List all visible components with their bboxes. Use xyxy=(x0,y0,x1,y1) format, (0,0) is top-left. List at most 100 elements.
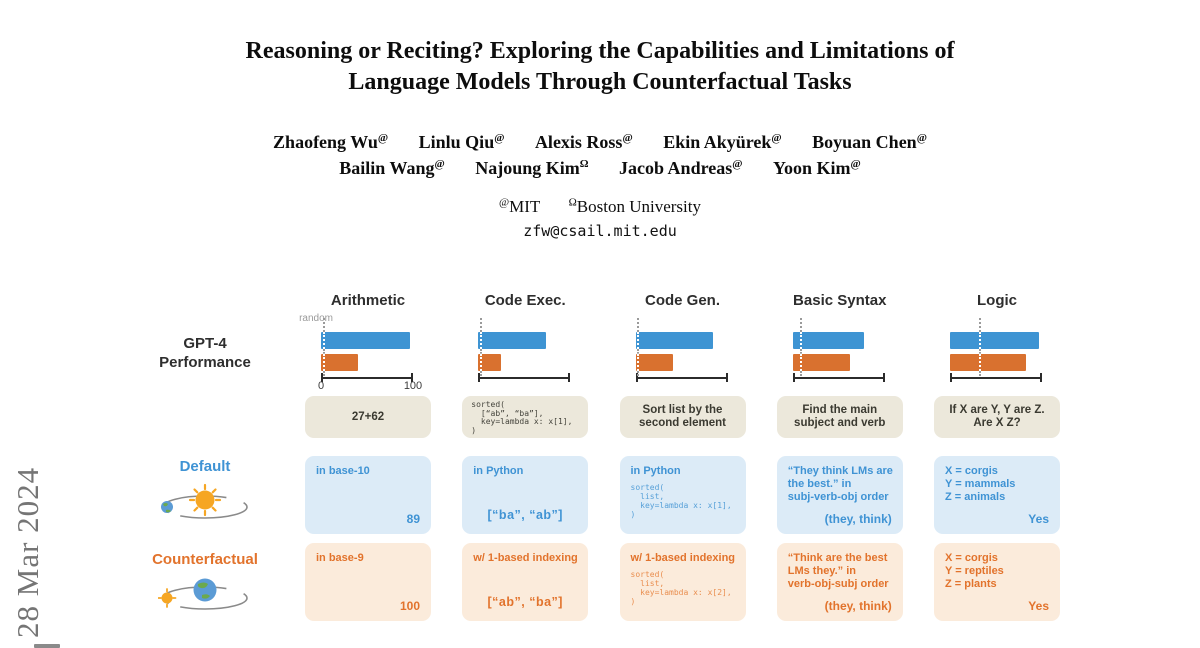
default-condition-label: in Python xyxy=(630,465,681,477)
author: Yoon Kim@ xyxy=(772,158,861,178)
counterfactual-answer: 100 xyxy=(399,599,420,613)
performance-bar-chart: random 0 100 xyxy=(635,316,728,386)
affiliation-marker: @ xyxy=(771,132,782,144)
axis-tick-max xyxy=(411,373,413,382)
axis-tick-min xyxy=(950,373,952,382)
axis-min-label: 0 xyxy=(317,380,325,392)
counterfactual-example-box: “Think are the best LMs they.” in verb-o… xyxy=(776,543,903,621)
counterfactual-condition-label: in base-9 xyxy=(316,552,364,564)
random-baseline-line xyxy=(637,318,640,374)
author: Linlu Qiu@ xyxy=(418,132,505,152)
counterfactual-condition-label: X = corgis Y = reptiles Z = plants xyxy=(945,552,1004,590)
task-prompt-box: Find the main subject and verb xyxy=(776,396,903,438)
author: Jacob Andreas@ xyxy=(619,158,743,178)
default-bar xyxy=(792,332,864,349)
counterfactual-bar xyxy=(792,354,850,371)
geocentric-orbit-icon xyxy=(158,578,248,610)
random-baseline-line xyxy=(979,318,982,374)
performance-bar-chart: random 0 100 xyxy=(478,316,571,386)
default-example-box: X = corgis Y = mammals Z = animals Yes xyxy=(934,456,1060,534)
author-list-line1: Zhaofeng Wu@ Linlu Qiu@ Alexis Ross@ Eki… xyxy=(0,132,1200,153)
author: Zhaofeng Wu@ xyxy=(273,132,389,152)
counterfactual-bar xyxy=(950,354,1027,371)
paper-title-line1: Reasoning or Reciting? Exploring the Cap… xyxy=(245,38,955,64)
task-column-header: Basic Syntax xyxy=(793,292,887,309)
axis-tick-max xyxy=(1040,373,1042,382)
default-condition-label: “They think LMs are the best.” in subj-v… xyxy=(787,465,893,503)
author: Alexis Ross@ xyxy=(534,132,633,152)
random-baseline-line xyxy=(480,318,483,374)
axis-max-label: 100 xyxy=(403,380,423,392)
task-column: Arithmetic random 0 100 27+62 in base-10 xyxy=(299,292,431,628)
author: Boyuan Chen@ xyxy=(812,132,927,152)
contact-email: zfw@csail.mit.edu xyxy=(523,222,677,240)
default-bar xyxy=(478,332,547,349)
default-bar xyxy=(635,332,713,349)
axis-tick-min xyxy=(792,373,795,382)
paper-title-line2: Language Models Through Counterfactual T… xyxy=(348,69,852,95)
task-column-header: Code Exec. xyxy=(484,292,566,309)
task-column: Basic Syntax random 0 100 Find the main … xyxy=(776,292,903,628)
counterfactual-condition-label: w/ 1-based indexing xyxy=(630,552,736,564)
axis-tick-min xyxy=(321,373,323,382)
counterfactual-bar xyxy=(321,354,358,371)
counterfactual-condition-label: w/ 1-based indexing xyxy=(473,552,578,564)
affiliation-mit: @MIT xyxy=(499,196,541,216)
default-condition-label: in Python xyxy=(473,465,524,477)
counterfactual-answer: (they, think) xyxy=(824,599,892,613)
affiliation-marker: @ xyxy=(916,132,927,144)
affiliation-marker: @ xyxy=(434,158,445,170)
task-prompt-box: Sort list by the second element xyxy=(619,396,746,438)
task-column-header: Arithmetic xyxy=(330,292,406,309)
affiliation-marker: @ xyxy=(732,158,743,170)
counterfactual-code: sorted( list, key=lambda x: x[2], ) xyxy=(630,570,732,606)
x-axis xyxy=(635,377,728,379)
counterfactual-row-label: Counterfactual xyxy=(152,551,258,568)
default-answer: 89 xyxy=(406,512,420,526)
affiliations: @MIT ΩBoston University xyxy=(0,196,1200,217)
x-axis xyxy=(792,377,885,379)
heliocentric-orbit-icon xyxy=(161,483,248,519)
x-axis xyxy=(321,377,413,379)
task-column-header: Code Gen. xyxy=(644,292,720,309)
random-label: random xyxy=(299,313,333,324)
affiliation-bu: ΩBoston University xyxy=(568,196,701,216)
task-column-header: Logic xyxy=(977,292,1017,309)
axis-tick-max xyxy=(882,373,885,382)
default-example-box: in Python [“ba”, “ab”] xyxy=(462,456,589,534)
x-axis xyxy=(950,377,1042,379)
counterfactual-bar xyxy=(478,354,502,371)
task-prompt-box: sorted( [“ab”, “ba”], key=lambda x: x[1]… xyxy=(462,396,589,438)
task-prompt-text: 27+62 xyxy=(351,410,385,423)
default-condition-label: X = corgis Y = mammals Z = animals xyxy=(945,465,1016,503)
task-column: Code Exec. random 0 100 sorted( [“ab”, “… xyxy=(462,292,589,628)
task-prompt-text: If X are Y, Y are Z. Are X Z? xyxy=(949,404,1045,429)
task-prompt-box: 27+62 xyxy=(305,396,431,438)
default-answer: Yes xyxy=(1028,512,1049,526)
default-center-answer: [“ba”, “ab”] xyxy=(487,508,563,522)
task-prompt-text: Sort list by the second element xyxy=(639,404,726,429)
counterfactual-bar xyxy=(635,354,674,371)
cropped-text-fragment xyxy=(34,644,60,648)
default-example-box: “They think LMs are the best.” in subj-v… xyxy=(776,456,903,534)
task-prompt-text: Find the main subject and verb xyxy=(794,404,886,429)
gpt4-performance-label: GPT-4 Performance xyxy=(159,335,251,371)
axis-tick-min xyxy=(635,373,638,382)
affiliation-marker: @ xyxy=(377,132,389,144)
arxiv-date-watermark: 28 Mar 2024 xyxy=(10,466,45,638)
random-baseline-line xyxy=(800,318,803,374)
default-bar xyxy=(950,332,1040,349)
affiliation-marker: @ xyxy=(622,132,633,144)
task-prompt-box: If X are Y, Y are Z. Are X Z? xyxy=(934,396,1060,438)
default-bar xyxy=(321,332,411,349)
author: Ekin Akyürek@ xyxy=(663,132,782,152)
axis-tick-max xyxy=(568,373,571,382)
default-example-box: in base-10 89 xyxy=(305,456,431,534)
author-list-line2: Bailin Wang@ Najoung KimΩ Jacob Andreas@… xyxy=(0,158,1200,179)
x-axis xyxy=(478,377,571,379)
counterfactual-example-box: in base-9 100 xyxy=(305,543,431,621)
affiliation-marker: Ω xyxy=(579,158,589,170)
axis-tick-max xyxy=(725,373,728,382)
author: Najoung KimΩ xyxy=(475,158,589,178)
